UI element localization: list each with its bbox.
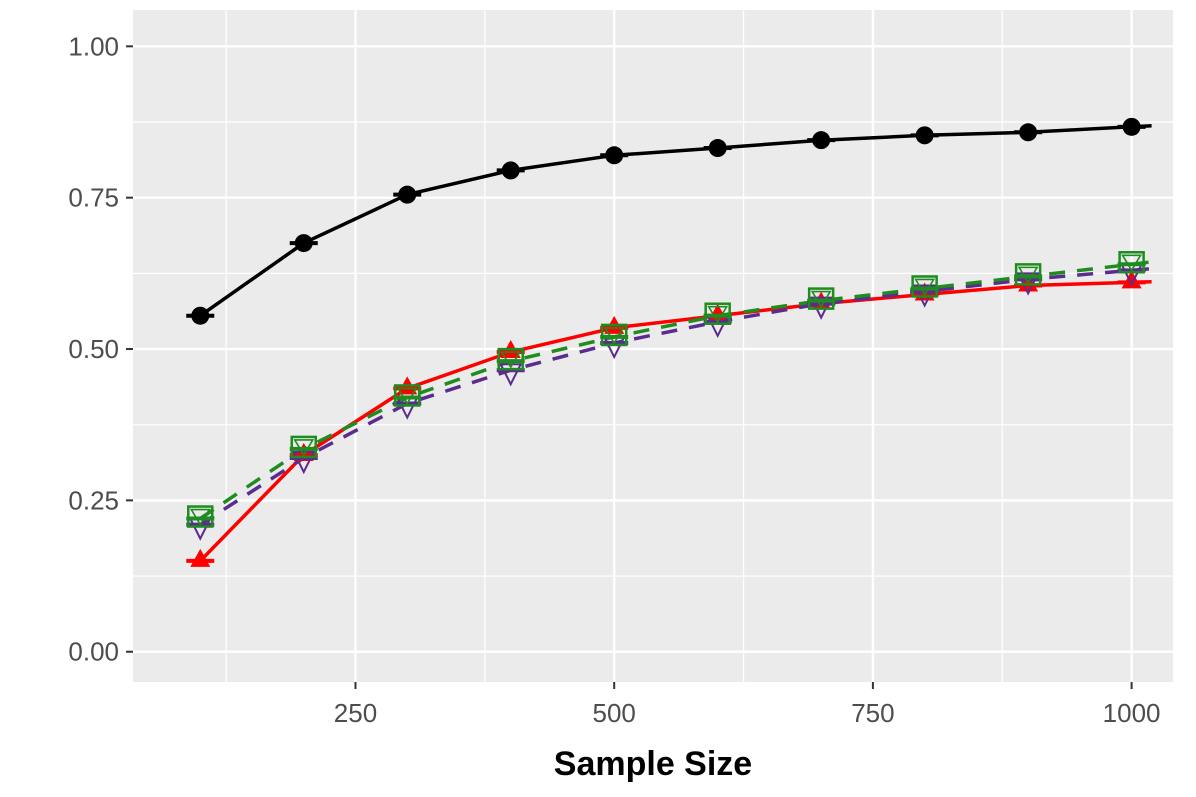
data-point-series-1 [289, 234, 318, 253]
point-square-inner [500, 351, 522, 369]
point-square-inner [914, 278, 936, 297]
point-circle [708, 139, 727, 158]
point-triangle [190, 548, 211, 567]
point-square [911, 275, 938, 298]
data-point-series-4 [910, 275, 939, 298]
point-square [393, 384, 421, 407]
point-square [497, 347, 524, 371]
y-tick-label: 0.00 [68, 637, 119, 667]
point-square [600, 323, 628, 347]
x-tick-label: 500 [592, 698, 635, 728]
point-square [704, 302, 731, 325]
point-square-inner [603, 327, 625, 345]
data-point-series-1 [910, 126, 939, 145]
data-point-series-4 [703, 302, 732, 325]
data-point-series-1 [186, 306, 215, 325]
data-point-series-1 [807, 131, 836, 150]
point-triangle [1121, 270, 1142, 289]
x-tick-label: 750 [851, 698, 894, 728]
point-square-inner [707, 305, 729, 324]
point-circle [294, 234, 313, 253]
point-square [290, 435, 317, 459]
data-point-series-1 [600, 146, 629, 165]
point-circle [398, 185, 417, 204]
y-tick-label: 0.25 [68, 485, 119, 515]
point-square [1118, 251, 1145, 274]
x-tick-label: 250 [334, 698, 377, 728]
data-point-series-4 [186, 505, 215, 528]
data-point-series-4 [807, 287, 836, 310]
point-circle [501, 161, 520, 180]
point-circle [915, 126, 934, 145]
data-point-series-4 [1117, 251, 1146, 274]
point-square-inner [396, 387, 418, 406]
point-square [1014, 263, 1042, 286]
data-point-series-1 [703, 139, 732, 158]
point-circle [191, 306, 210, 325]
point-circle [1122, 117, 1141, 136]
x-tick-label: 1000 [1103, 698, 1161, 728]
point-circle [1019, 123, 1038, 142]
plot-panel [133, 10, 1173, 682]
point-triangle-down [292, 451, 316, 475]
y-tick-label: 0.50 [68, 334, 119, 364]
point-square-inner [810, 290, 832, 309]
point-square-inner [1121, 254, 1143, 272]
data-point-series-4 [393, 384, 422, 407]
y-tick-label: 0.75 [68, 183, 119, 213]
point-circle [605, 146, 624, 165]
data-point-series-1 [496, 161, 525, 180]
point-square-inner [1017, 266, 1039, 284]
x-axis-title: Sample Size [554, 745, 752, 783]
data-point-series-2 [186, 548, 215, 567]
point-circle [812, 131, 831, 150]
data-point-series-4 [289, 435, 318, 459]
data-point-series-4 [496, 347, 525, 371]
data-point-series-4 [1014, 263, 1043, 286]
point-triangle-down [499, 363, 523, 387]
point-square [807, 287, 835, 310]
data-point-series-1 [393, 185, 422, 204]
y-tick-label: 1.00 [68, 31, 119, 61]
data-point-series-1 [1014, 123, 1043, 142]
data-point-series-1 [1117, 117, 1146, 136]
point-square-inner [189, 508, 211, 527]
data-point-series-4 [600, 323, 629, 347]
point-square-inner [293, 439, 315, 457]
point-square [187, 505, 214, 528]
